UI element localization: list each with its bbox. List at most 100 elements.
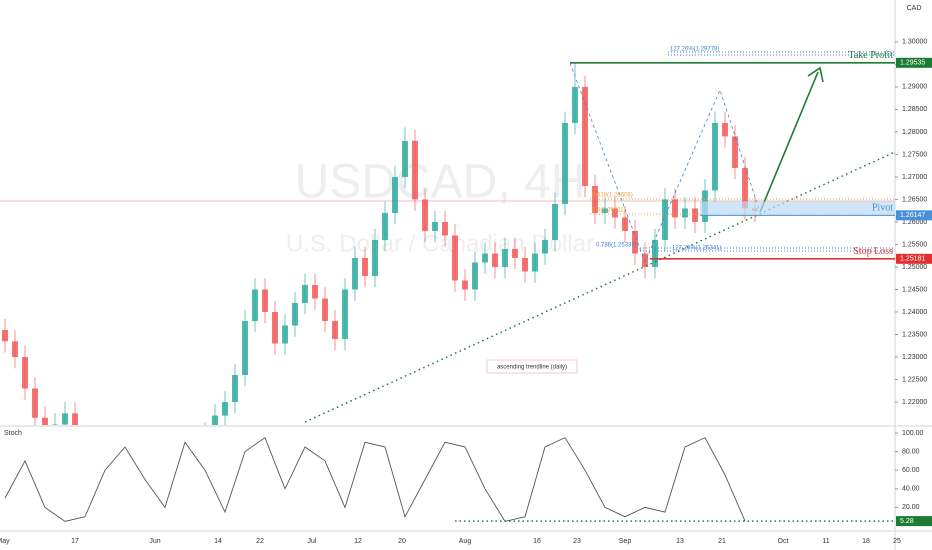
stoch-title: Stoch [4,430,22,437]
x-tick-label: 17 [71,538,79,545]
level-value: 1.29535 [900,60,925,67]
candle-body [282,325,288,344]
fib-label: 0.786(1.25337) [596,243,637,249]
candle-body [522,257,528,272]
fib-label: 0.5(1.26211) [592,208,626,214]
level-badge [896,57,932,68]
watermark: USDCAD, 4H [295,156,586,209]
fib-label: 0.618(1.26506) [592,193,633,199]
candle-body [272,311,278,344]
y-tick-label: 1.23000 [902,354,927,361]
level-name: Pivot [872,203,893,214]
level-value: 1.25181 [900,256,925,263]
level-name: Stop Loss [853,246,893,257]
candle-body [352,257,358,290]
fib-label: 127.20%(1.25341) [672,246,721,252]
y-tick-label: 1.23500 [902,331,927,338]
candle-body [292,302,298,326]
candle-body [322,298,328,322]
candle-body [72,413,78,425]
y-tick-label: 1.26000 [902,219,927,226]
y2-tick-label: 40.00 [902,486,920,493]
x-tick-label: Jun [149,538,160,545]
x-tick-label: Jul [308,538,317,545]
x-tick-label: 12 [354,538,362,545]
candle-body [42,417,48,425]
y2-tick-label: 100.00 [902,430,924,437]
candle-body [552,203,558,240]
candle-body [542,239,548,254]
candle-body [402,140,408,177]
candle-body [392,176,398,213]
candle-body [672,199,678,218]
candle-body [242,321,248,376]
y2-tick-label: 60.00 [902,467,920,474]
candle-body [502,248,508,267]
candle-body [642,253,648,267]
candle-body [532,253,538,272]
y-tick-label: 1.27500 [902,151,927,158]
candle-body [582,86,588,186]
x-tick-label: 13 [676,538,684,545]
y-tick-label: 1.28500 [902,106,927,113]
candle-body [372,239,378,276]
candle-body [62,413,68,425]
x-tick-label: 22 [256,538,264,545]
candle-body [462,280,468,290]
stoch-badge [896,516,932,527]
candle-body [682,208,688,218]
x-tick-label: 25 [893,538,901,545]
candle-body [252,289,258,322]
level-value: 1.26147 [900,212,925,219]
y-tick-label: 1.25000 [902,264,927,271]
annotation-box [486,359,578,374]
y-tick-label: 1.24500 [902,286,927,293]
candle-body [222,402,228,416]
drawings [304,51,895,423]
candle-body [632,230,638,254]
x-tick-label: May [0,538,10,545]
x-tick-label: 20 [398,538,406,545]
annotation: ascending trendline (daily) [497,365,567,371]
y-tick-label: 1.30000 [902,39,927,46]
stoch-line [4,436,746,522]
x-tick-label: 18 [862,538,870,545]
y-tick-label: 1.24000 [902,309,927,316]
stoch-value: 5.28 [900,518,914,525]
y-tick-label: 1.22500 [902,376,927,383]
candle-body [512,248,518,258]
arrow [759,71,819,213]
y2-tick-label: 80.00 [902,448,920,455]
main-pane [2,63,758,425]
trendline [304,151,895,423]
arrow-head [807,66,824,83]
candle-body [722,122,728,137]
candle-body [572,86,578,123]
x-tick-label: 16 [533,538,541,545]
fib-label: 127.20%(1.29778) [670,47,719,53]
candle-body [652,239,658,267]
x-tick-label: 21 [718,538,726,545]
candle-body [622,217,628,231]
candle-body [212,415,218,425]
candle-body [12,341,18,358]
candle-body [592,185,598,213]
candle-body [662,199,668,240]
candle-body [232,375,238,403]
y-tick-label: 1.29000 [902,84,927,91]
candle-body [22,357,28,389]
x-tick-label: 14 [214,538,222,545]
candle-body [692,208,698,222]
y-tick-label: 1.25500 [902,241,927,248]
candle-body [432,221,438,231]
candle-body [712,122,718,191]
y2-tick-label: 20.00 [902,504,920,511]
candle-body [262,289,268,312]
candle-body [442,221,448,236]
y-tick-label: 1.27000 [902,174,927,181]
candle-body [32,388,38,418]
x-tick-label: 23 [573,538,581,545]
candle-body [602,208,608,213]
x-tick-label: Aug [459,538,472,545]
